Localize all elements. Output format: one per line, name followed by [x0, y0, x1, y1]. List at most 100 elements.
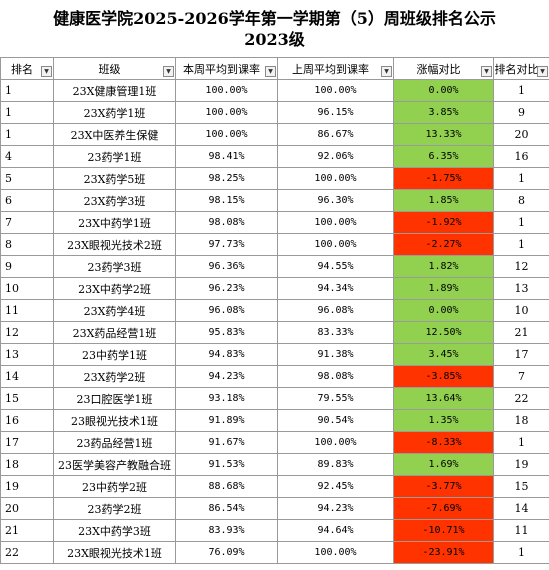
cell-rank[interactable]: 5 — [0, 167, 54, 190]
cell-last-week[interactable]: 96.30% — [277, 189, 394, 212]
cell-class[interactable]: 23药学1班 — [53, 145, 176, 168]
cell-rank[interactable]: 21 — [0, 519, 54, 542]
header-change[interactable]: 涨幅对比 ▼ — [393, 57, 494, 80]
cell-this-week[interactable]: 91.89% — [175, 409, 278, 432]
cell-rank[interactable]: 10 — [0, 277, 54, 300]
cell-this-week[interactable]: 98.41% — [175, 145, 278, 168]
cell-class[interactable]: 23X眼视光技术1班 — [53, 541, 176, 564]
cell-rank[interactable]: 7 — [0, 211, 54, 234]
cell-rank[interactable]: 16 — [0, 409, 54, 432]
cell-prev-rank[interactable]: 10 — [493, 299, 549, 322]
cell-last-week[interactable]: 79.55% — [277, 387, 394, 410]
cell-change[interactable]: -3.77% — [393, 475, 494, 498]
cell-rank[interactable]: 15 — [0, 387, 54, 410]
cell-last-week[interactable]: 83.33% — [277, 321, 394, 344]
cell-last-week[interactable]: 91.38% — [277, 343, 394, 366]
cell-last-week[interactable]: 92.45% — [277, 475, 394, 498]
cell-prev-rank[interactable]: 15 — [493, 475, 549, 498]
cell-change[interactable]: -8.33% — [393, 431, 494, 454]
cell-prev-rank[interactable]: 20 — [493, 123, 549, 146]
cell-change[interactable]: 0.00% — [393, 79, 494, 102]
cell-change[interactable]: 12.50% — [393, 321, 494, 344]
filter-dropdown-icon[interactable]: ▼ — [481, 66, 492, 77]
cell-last-week[interactable]: 94.64% — [277, 519, 394, 542]
cell-rank[interactable]: 22 — [0, 541, 54, 564]
cell-this-week[interactable]: 98.08% — [175, 211, 278, 234]
cell-this-week[interactable]: 88.68% — [175, 475, 278, 498]
cell-this-week[interactable]: 96.08% — [175, 299, 278, 322]
cell-class[interactable]: 23X中药学2班 — [53, 277, 176, 300]
cell-rank[interactable]: 4 — [0, 145, 54, 168]
cell-class[interactable]: 23X中药学1班 — [53, 211, 176, 234]
cell-rank[interactable]: 19 — [0, 475, 54, 498]
cell-rank[interactable]: 8 — [0, 233, 54, 256]
cell-prev-rank[interactable]: 7 — [493, 365, 549, 388]
cell-prev-rank[interactable]: 12 — [493, 255, 549, 278]
cell-this-week[interactable]: 93.18% — [175, 387, 278, 410]
cell-prev-rank[interactable]: 1 — [493, 211, 549, 234]
cell-change[interactable]: 3.45% — [393, 343, 494, 366]
filter-dropdown-icon[interactable]: ▼ — [41, 66, 52, 77]
cell-class[interactable]: 23X眼视光技术2班 — [53, 233, 176, 256]
cell-last-week[interactable]: 100.00% — [277, 79, 394, 102]
cell-class[interactable]: 23X药品经营1班 — [53, 321, 176, 344]
cell-this-week[interactable]: 94.23% — [175, 365, 278, 388]
cell-class[interactable]: 23中药学1班 — [53, 343, 176, 366]
cell-rank[interactable]: 6 — [0, 189, 54, 212]
cell-prev-rank[interactable]: 1 — [493, 541, 549, 564]
cell-change[interactable]: -2.27% — [393, 233, 494, 256]
cell-this-week[interactable]: 98.15% — [175, 189, 278, 212]
cell-change[interactable]: -23.91% — [393, 541, 494, 564]
cell-change[interactable]: -7.69% — [393, 497, 494, 520]
cell-change[interactable]: 1.85% — [393, 189, 494, 212]
cell-prev-rank[interactable]: 19 — [493, 453, 549, 476]
cell-class[interactable]: 23口腔医学1班 — [53, 387, 176, 410]
cell-last-week[interactable]: 92.06% — [277, 145, 394, 168]
cell-this-week[interactable]: 94.83% — [175, 343, 278, 366]
cell-class[interactable]: 23X药学4班 — [53, 299, 176, 322]
cell-last-week[interactable]: 90.54% — [277, 409, 394, 432]
cell-prev-rank[interactable]: 16 — [493, 145, 549, 168]
cell-prev-rank[interactable]: 22 — [493, 387, 549, 410]
cell-prev-rank[interactable]: 11 — [493, 519, 549, 542]
cell-rank[interactable]: 9 — [0, 255, 54, 278]
cell-change[interactable]: -1.75% — [393, 167, 494, 190]
cell-rank[interactable]: 12 — [0, 321, 54, 344]
cell-prev-rank[interactable]: 18 — [493, 409, 549, 432]
cell-prev-rank[interactable]: 14 — [493, 497, 549, 520]
cell-class[interactable]: 23X健康管理1班 — [53, 79, 176, 102]
cell-rank[interactable]: 1 — [0, 123, 54, 146]
cell-class[interactable]: 23X药学3班 — [53, 189, 176, 212]
cell-change[interactable]: -1.92% — [393, 211, 494, 234]
cell-prev-rank[interactable]: 9 — [493, 101, 549, 124]
cell-class[interactable]: 23药学3班 — [53, 255, 176, 278]
cell-last-week[interactable]: 94.23% — [277, 497, 394, 520]
cell-rank[interactable]: 14 — [0, 365, 54, 388]
cell-class[interactable]: 23X药学5班 — [53, 167, 176, 190]
cell-last-week[interactable]: 100.00% — [277, 211, 394, 234]
cell-this-week[interactable]: 96.36% — [175, 255, 278, 278]
cell-prev-rank[interactable]: 1 — [493, 233, 549, 256]
cell-rank[interactable]: 17 — [0, 431, 54, 454]
cell-class[interactable]: 23眼视光技术1班 — [53, 409, 176, 432]
cell-change[interactable]: 13.64% — [393, 387, 494, 410]
cell-class[interactable]: 23医学美容产教融合班 — [53, 453, 176, 476]
cell-rank[interactable]: 13 — [0, 343, 54, 366]
cell-last-week[interactable]: 96.15% — [277, 101, 394, 124]
cell-class[interactable]: 23X中医养生保健 — [53, 123, 176, 146]
cell-last-week[interactable]: 96.08% — [277, 299, 394, 322]
cell-class[interactable]: 23X药学2班 — [53, 365, 176, 388]
header-class[interactable]: 班级 ▼ — [53, 57, 176, 80]
cell-change[interactable]: 13.33% — [393, 123, 494, 146]
cell-last-week[interactable]: 86.67% — [277, 123, 394, 146]
header-rank[interactable]: 排名 ▼ — [0, 57, 54, 80]
cell-rank[interactable]: 18 — [0, 453, 54, 476]
cell-this-week[interactable]: 91.53% — [175, 453, 278, 476]
cell-this-week[interactable]: 95.83% — [175, 321, 278, 344]
cell-last-week[interactable]: 100.00% — [277, 233, 394, 256]
cell-rank[interactable]: 11 — [0, 299, 54, 322]
cell-class[interactable]: 23药学2班 — [53, 497, 176, 520]
cell-class[interactable]: 23药品经营1班 — [53, 431, 176, 454]
cell-change[interactable]: 1.82% — [393, 255, 494, 278]
header-this-week[interactable]: 本周平均到课率 ▼ — [175, 57, 278, 80]
